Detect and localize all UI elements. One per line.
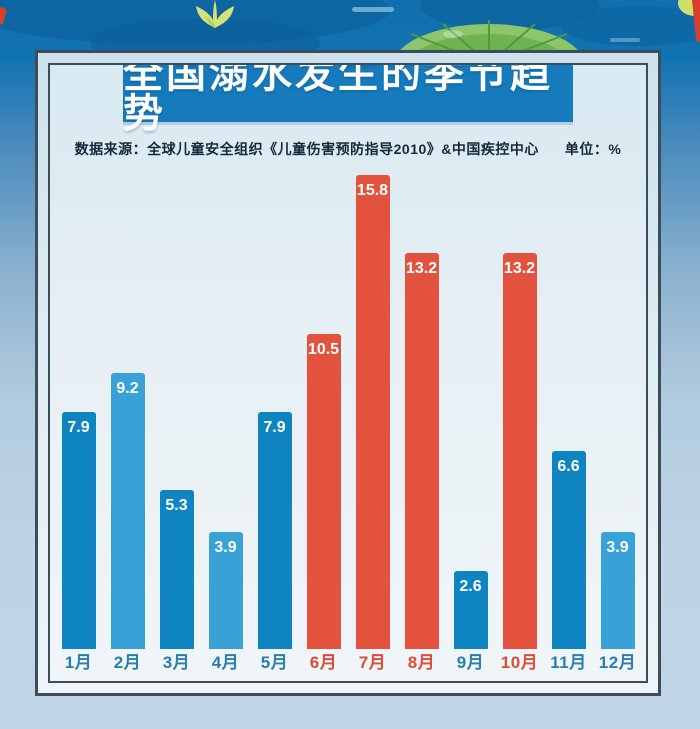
bar-slot: 3.9 (201, 532, 250, 649)
bar-slot: 13.2 (495, 253, 544, 649)
month-label-10月: 10月 (500, 653, 539, 672)
bar-value-label: 7.9 (263, 419, 286, 436)
bar-slot: 9.2 (103, 373, 152, 649)
bar-slot: 5.3 (152, 490, 201, 649)
source-text: 数据来源：全球儿童安全组织《儿童伤害预防指导2010》&中国疾控中心 (74, 141, 539, 157)
chart-card: 全国溺水发生的季节趋势 数据来源：全球儿童安全组织《儿童伤害预防指导2010》&… (35, 50, 661, 696)
bar-slot: 2.6 (446, 571, 495, 649)
page-title: 全国溺水发生的季节趋势 (123, 63, 553, 136)
bar-slot: 13.2 (397, 253, 446, 649)
month-labels: 1月 2月 3月 4月 5月 6月 7月 8月 9月 10月 11月 12月 (50, 651, 646, 677)
bar-value-label: 10.5 (307, 341, 340, 358)
month-label-11月: 11月 (550, 653, 587, 672)
bar-10月: 13.2 (502, 253, 537, 649)
bar-value-label: 13.2 (405, 260, 438, 277)
bar-slot: 7.9 (54, 412, 103, 649)
bar-value-label: 3.9 (214, 539, 237, 556)
bar-value-label: 6.6 (557, 458, 580, 475)
month-label-2月: 2月 (113, 653, 142, 672)
water-shadow-blob (560, 6, 700, 46)
month-label-6月: 6月 (309, 653, 338, 672)
month-label-8月: 8月 (407, 653, 436, 672)
unit-text: 单位：% (564, 141, 622, 157)
bar-5月: 7.9 (257, 412, 292, 649)
bar-value-label: 7.9 (67, 419, 90, 436)
bar-slot: 7.9 (250, 412, 299, 649)
bar-chart: 7.9 9.2 5.3 3.9 7.9 10.5 15.8 13.2 2.6 13.2 6.6 3.9… (50, 175, 646, 677)
bar-2月: 9.2 (110, 373, 145, 649)
bar-3月: 5.3 (159, 490, 194, 649)
month-label-4月: 4月 (211, 653, 240, 672)
month-label-5月: 5月 (260, 653, 289, 672)
month-label-7月: 7月 (358, 653, 387, 672)
bar-1月: 7.9 (61, 412, 96, 649)
bar-value-label: 2.6 (459, 578, 482, 595)
month-label-3月: 3月 (162, 653, 191, 672)
water-light-streak (352, 7, 394, 12)
bar-8月: 13.2 (404, 253, 439, 649)
month-label-9月: 9月 (456, 653, 485, 672)
bar-value-label: 9.2 (116, 380, 139, 397)
sprout-icon (190, 0, 240, 33)
subtitle-row: 数据来源：全球儿童安全组织《儿童伤害预防指导2010》&中国疾控中心 单位：% (50, 139, 646, 159)
month-label-12月: 12月 (598, 653, 637, 672)
bar-slot: 6.6 (544, 451, 593, 649)
bar-11月: 6.6 (551, 451, 586, 649)
bar-4月: 3.9 (208, 532, 243, 649)
bar-slot: 3.9 (593, 532, 642, 649)
chart-frame: 全国溺水发生的季节趋势 数据来源：全球儿童安全组织《儿童伤害预防指导2010》&… (48, 63, 648, 683)
bar-9月: 2.6 (453, 571, 488, 649)
bar-value-label: 5.3 (165, 497, 188, 514)
water-light-streak (610, 38, 640, 42)
bars: 7.9 9.2 5.3 3.9 7.9 10.5 15.8 13.2 2.6 13.2 6.6 3.9 (50, 175, 646, 649)
bar-7月: 15.8 (355, 175, 390, 649)
bar-value-label: 13.2 (503, 260, 536, 277)
month-label-1月: 1月 (64, 653, 93, 672)
title-banner: 全国溺水发生的季节趋势 (123, 65, 573, 134)
bar-6月: 10.5 (306, 334, 341, 649)
bar-12月: 3.9 (600, 532, 635, 649)
bar-slot: 10.5 (299, 334, 348, 649)
bar-value-label: 15.8 (356, 182, 389, 199)
bar-value-label: 3.9 (606, 539, 629, 556)
bar-slot: 15.8 (348, 175, 397, 649)
